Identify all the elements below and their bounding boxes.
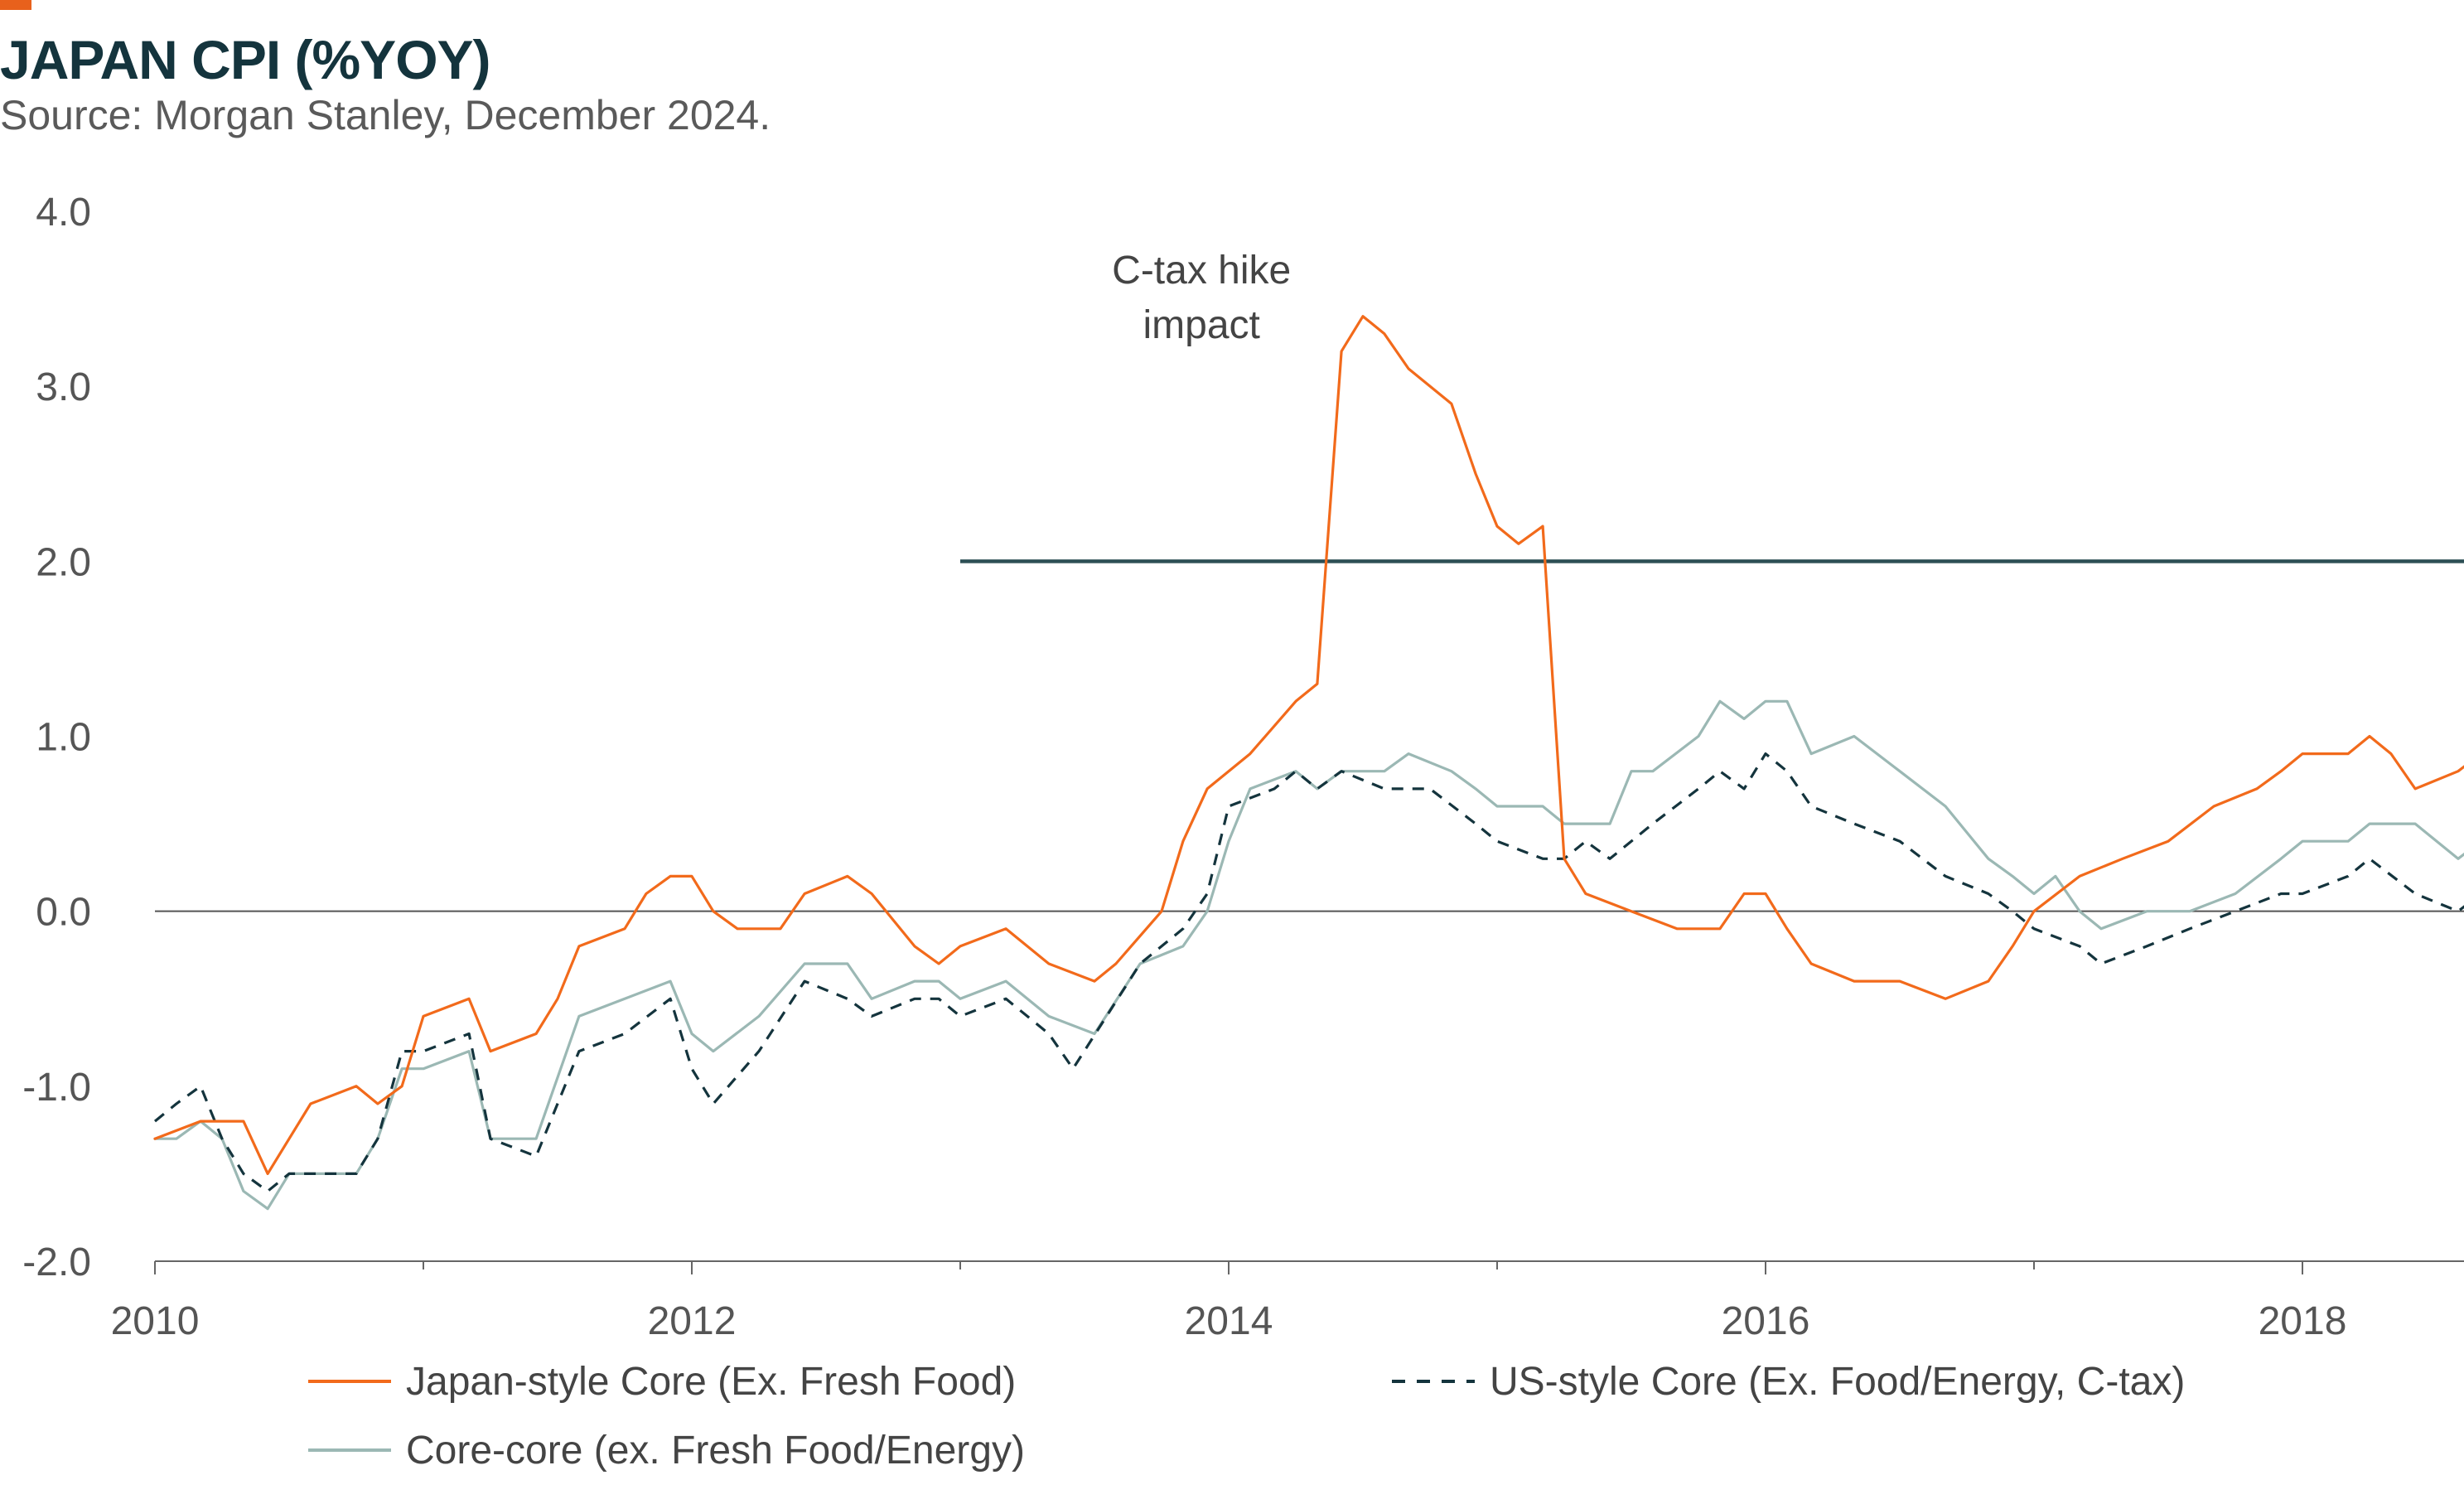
brand-accent-bar (0, 0, 31, 10)
chart-axes: 201020122014201620182020202220242026-2.0… (22, 191, 2464, 1343)
y-tick-label: -1.0 (22, 1066, 91, 1110)
y-tick-label: 0.0 (36, 891, 91, 935)
x-tick-label: 2012 (648, 1299, 737, 1343)
annotations: C-tax hike impact (1112, 249, 1291, 347)
series-core-core (153, 699, 2464, 1211)
legend-label-core-core: Core-core (ex. Fresh Food/Energy) (406, 1429, 1025, 1473)
series-japan-style-core (153, 315, 2464, 1175)
x-tick-label: 2018 (2259, 1299, 2347, 1343)
x-tick-label: 2014 (1185, 1299, 1273, 1343)
chart-legend: Japan-style Core (Ex. Fresh Food) US-styl… (308, 1360, 2185, 1473)
y-tick-label: 2.0 (36, 540, 91, 584)
chart-source: Source: Morgan Stanley, December 2024. (0, 92, 771, 138)
series-lines (153, 315, 2464, 1211)
legend-label-japan-style-core: Japan-style Core (Ex. Fresh Food) (406, 1360, 1016, 1404)
c-tax-annotation: C-tax hike (1112, 249, 1291, 293)
legend-label-us-style-core: US-style Core (Ex. Food/Energy, C-tax) (1490, 1360, 2185, 1404)
chart-title: JAPAN CPI (%YOY) (0, 29, 491, 90)
y-tick-label: 1.0 (36, 716, 91, 760)
x-tick-label: 2016 (1722, 1299, 1810, 1343)
c-tax-annotation: impact (1143, 303, 1260, 347)
y-tick-label: 4.0 (36, 191, 91, 235)
series-us-style-core (153, 752, 2464, 1193)
x-tick-label: 2010 (111, 1299, 200, 1343)
y-tick-label: 3.0 (36, 365, 91, 409)
y-tick-label: -2.0 (22, 1240, 91, 1284)
